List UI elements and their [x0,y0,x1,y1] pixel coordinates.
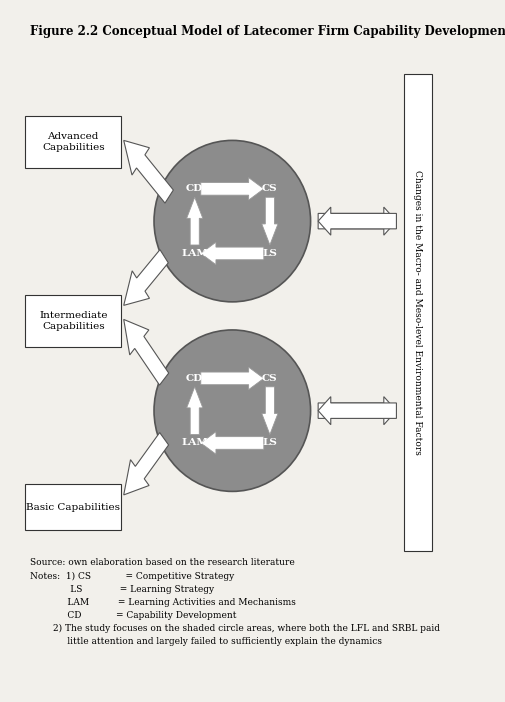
FancyArrow shape [201,367,264,390]
FancyArrow shape [187,197,203,245]
Ellipse shape [154,140,311,302]
FancyArrow shape [124,250,168,305]
Text: Figure 2.2 Conceptual Model of Latecomer Firm Capability Development: Figure 2.2 Conceptual Model of Latecomer… [30,25,505,38]
Text: LS: LS [263,439,277,447]
Text: Basic Capabilities: Basic Capabilities [26,503,120,512]
Text: LS: LS [263,249,277,258]
FancyArrow shape [124,432,169,495]
Text: Notes:  1) CS            = Competitive Strategy
              LS             = L: Notes: 1) CS = Competitive Strategy LS =… [30,572,440,646]
FancyArrow shape [318,397,396,425]
Text: CD: CD [186,185,204,193]
Bar [25,116,121,168]
FancyArrow shape [318,207,396,235]
Text: Advanced
Capabilities: Advanced Capabilities [42,133,105,152]
Text: CD: CD [186,374,204,383]
Bar [25,295,121,347]
Text: Intermediate
Capabilities: Intermediate Capabilities [39,312,108,331]
FancyArrow shape [318,397,396,425]
FancyArrow shape [201,432,264,454]
Text: LAM: LAM [181,439,208,447]
Ellipse shape [154,330,311,491]
Bar [25,484,121,530]
FancyArrow shape [124,140,173,203]
Text: Changes in the Macro- and Meso-level Environmental Factors: Changes in the Macro- and Meso-level Env… [414,170,422,455]
Text: LAM: LAM [181,249,208,258]
Text: CS: CS [262,185,278,193]
FancyArrow shape [262,387,278,435]
Text: CS: CS [262,374,278,383]
FancyArrow shape [262,197,278,245]
FancyArrow shape [318,207,396,235]
Bar [404,74,432,551]
FancyArrow shape [124,319,169,385]
FancyArrow shape [201,178,264,200]
FancyArrow shape [187,387,203,435]
FancyArrow shape [201,242,264,265]
Text: Source: own elaboration based on the research literature: Source: own elaboration based on the res… [30,558,295,567]
